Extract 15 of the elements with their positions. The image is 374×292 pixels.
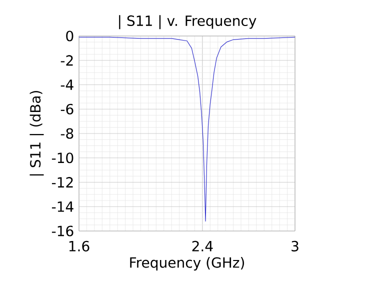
y-tick-label: -2 [60,55,73,66]
x-axis-title: Frequency (GHz) [130,256,244,271]
y-tick-label: -16 [52,226,74,236]
y-tick-label: -10 [52,152,74,164]
y-tick-label: -8 [60,128,74,139]
x-tick-label: 3 [292,240,298,252]
x-tick-label: 2.4 [192,240,213,252]
x-tick-label: 1.6 [69,240,90,252]
y-tick-label: -4 [60,80,74,90]
y-axis-title: | S11 | (dBa) [30,90,44,176]
y-tick-label: 0 [66,30,74,42]
y-tick-label: -6 [60,104,74,114]
y-tick-label: -14 [52,202,74,212]
y-tick-label: -12 [52,177,73,188]
chart-title: | S11 | v. Frequency [119,15,256,30]
